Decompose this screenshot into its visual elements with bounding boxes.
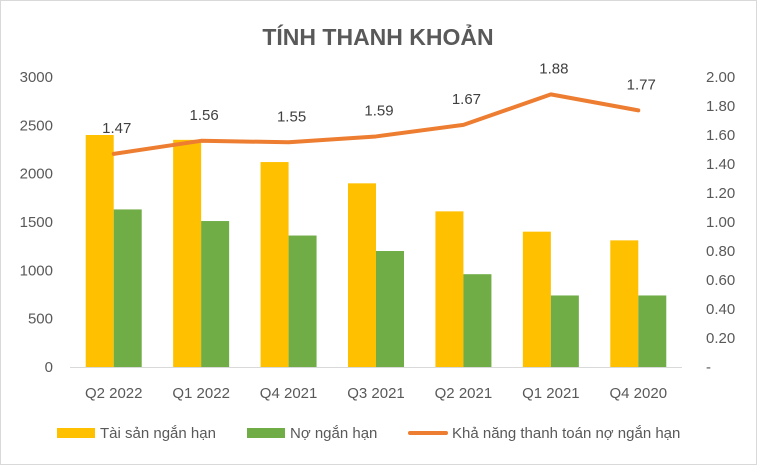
legend-label-kha-nang-thanh-toan: Khả năng thanh toán nợ ngắn hạn [452, 425, 680, 442]
right-tick-label: 1.80 [706, 98, 735, 115]
bar-tai-san-ngan-han [610, 240, 639, 367]
x-tick-label: Q1 2021 [522, 385, 580, 402]
x-tick-label: Q1 2022 [172, 385, 230, 402]
x-tick-label: Q2 2021 [435, 385, 493, 402]
x-axis-labels: Q2 2022 Q1 2022 Q4 2021 Q3 2021 Q2 2021 Q1 20… [85, 385, 667, 402]
bar-tai-san-ngan-han [173, 139, 202, 367]
line-data-label: 1.47 [102, 120, 131, 137]
x-tick-label: Q2 2022 [85, 385, 143, 402]
legend: Tài sản ngắn hạn Nợ ngắn hạn Khả năng th… [57, 425, 680, 442]
right-tick-label: 0.20 [706, 330, 735, 347]
legend-item-no-ngan-han: Nợ ngắn hạn [247, 425, 377, 442]
x-tick-label: Q4 2021 [260, 385, 318, 402]
chart-title: TÍNH THANH KHOẢN [262, 22, 493, 50]
legend-item-kha-nang-thanh-toan: Khả năng thanh toán nợ ngắn hạn [408, 425, 680, 442]
bar-no-ngan-han [550, 295, 579, 367]
right-tick-label: 1.20 [706, 185, 735, 202]
bar-tai-san-ngan-han [348, 183, 376, 367]
bar-tai-san-ngan-han [260, 162, 289, 367]
left-axis: 0 500 1000 1500 2000 2500 3000 [20, 69, 53, 376]
right-tick-label: 1.40 [706, 156, 735, 173]
bar-no-ngan-han [288, 235, 317, 367]
right-tick-label: 0.40 [706, 301, 735, 318]
line-data-label: 1.55 [277, 108, 306, 125]
line-data-label: 1.88 [539, 60, 568, 77]
bar-no-ngan-han [638, 295, 667, 367]
legend-item-tai-san-ngan-han: Tài sản ngắn hạn [57, 425, 216, 442]
left-tick-label: 3000 [20, 69, 53, 86]
bar-no-ngan-han [113, 209, 142, 367]
line-data-label: 1.77 [627, 76, 656, 93]
right-tick-label: 0.60 [706, 272, 735, 289]
bar-no-ngan-han [201, 221, 230, 367]
line-data-label: 1.67 [452, 91, 481, 108]
bar-no-ngan-han [376, 251, 404, 367]
left-tick-label: 500 [28, 311, 53, 328]
bar-no-ngan-han [463, 274, 492, 367]
left-tick-label: 2000 [20, 166, 53, 183]
legend-label-no-ngan-han: Nợ ngắn hạn [290, 425, 377, 442]
x-tick-label: Q4 2020 [610, 385, 668, 402]
bar-tai-san-ngan-han [435, 211, 464, 367]
left-tick-label: 0 [45, 359, 53, 376]
legend-swatch-no-ngan-han [247, 428, 285, 438]
right-axis: - 0.20 0.40 0.60 0.80 1.00 1.20 1.40 1.60 1.80 2.0… [706, 69, 735, 376]
line-data-label: 1.56 [190, 107, 219, 124]
right-tick-label: 2.00 [706, 69, 735, 86]
right-tick-label: 1.60 [706, 127, 735, 144]
bar-tai-san-ngan-han [85, 135, 114, 367]
line-data-label: 1.59 [364, 102, 393, 119]
x-tick-label: Q3 2021 [347, 385, 405, 402]
left-tick-label: 2500 [20, 117, 53, 134]
left-tick-label: 1500 [20, 214, 53, 231]
bar-series [85, 135, 667, 367]
left-tick-label: 1000 [20, 262, 53, 279]
legend-swatch-tai-san-ngan-han [57, 428, 95, 438]
legend-label-tai-san-ngan-han: Tài sản ngắn hạn [100, 425, 216, 442]
right-tick-label: 0.80 [706, 243, 735, 260]
line-series: 1.47 1.56 1.55 1.59 1.67 1.88 1.77 [102, 60, 656, 156]
right-tick-label: - [706, 359, 711, 376]
bar-tai-san-ngan-han [522, 231, 551, 367]
right-tick-label: 1.00 [706, 214, 735, 231]
